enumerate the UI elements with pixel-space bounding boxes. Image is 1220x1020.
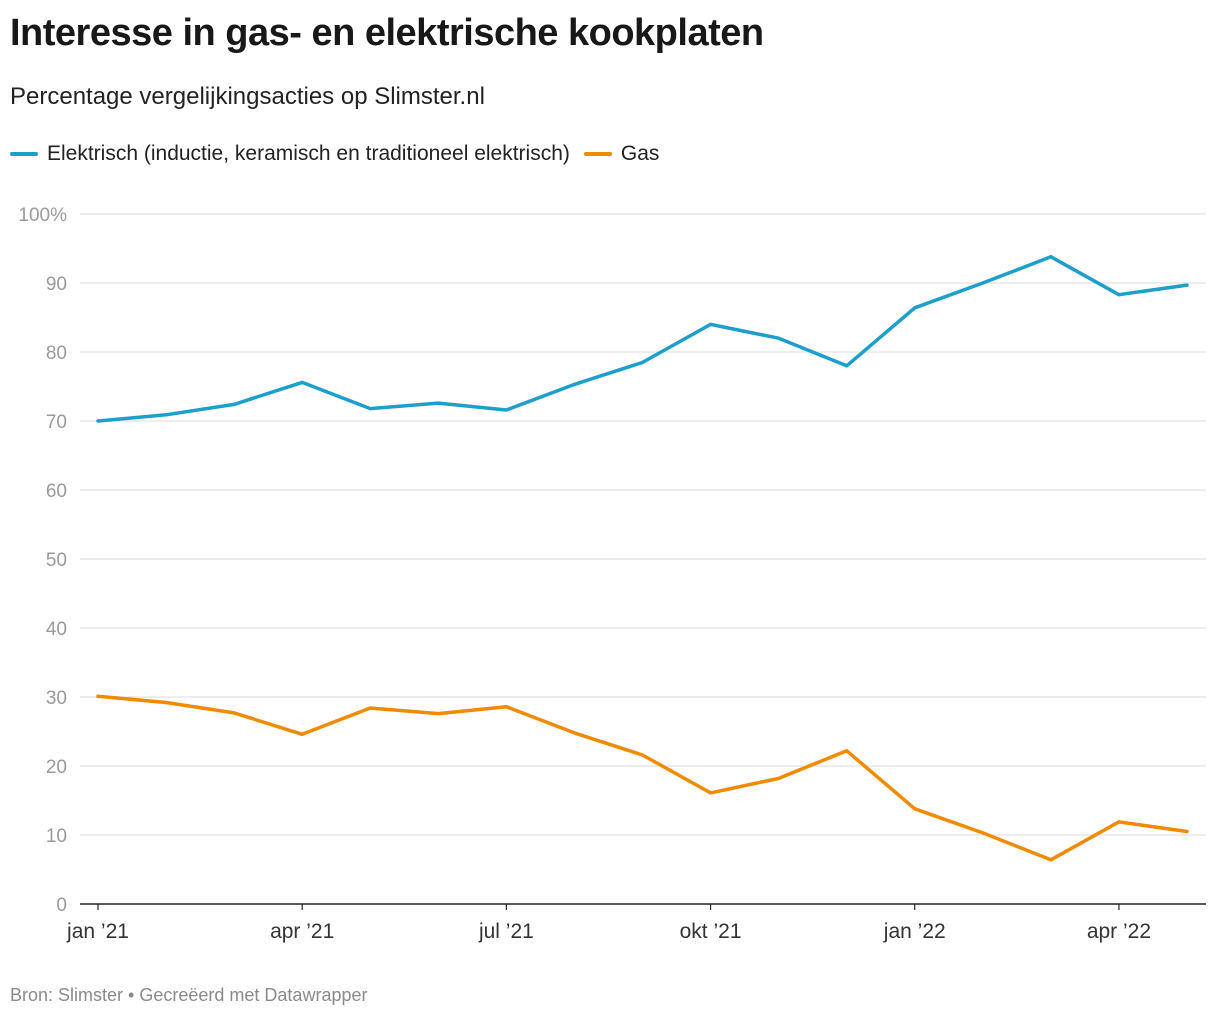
data-point-gas [436,711,440,716]
y-tick-label: 60 [46,481,67,502]
legend-swatch-elektrisch [10,152,38,156]
data-point-elektrisch [436,401,440,405]
data-point-gas [708,791,713,795]
series-line-elektrisch [96,255,1189,423]
series-lines [96,255,1189,862]
data-point-elektrisch [913,306,917,310]
x-tick-label: apr ’22 [1087,920,1151,943]
data-point-gas [1185,829,1189,834]
x-tick-label: jan ’21 [66,920,129,943]
data-point-gas [845,749,849,753]
data-point-elektrisch [504,408,508,412]
data-point-gas [300,732,304,736]
data-point-gas [913,807,917,811]
y-tick-label: 80 [46,343,67,364]
footer-source: Bron: Slimster [10,985,124,1005]
x-tick-label: okt ’21 [680,920,742,943]
x-tick-label: jan ’22 [883,920,946,943]
footer-credit: Gecreëerd met Datawrapper [139,985,368,1005]
chart-subtitle: Percentage vergelijkingsacties op Slimst… [10,83,485,110]
y-tick-label: 90 [46,274,67,295]
footer: Bron: Slimster • Gecreëerd met Datawrapp… [10,985,367,1006]
data-point-elektrisch [96,419,100,423]
data-point-elektrisch [981,281,985,285]
legend-item-gas: Gas [583,142,660,166]
legend: Elektrisch (inductie, keramisch en tradi… [10,142,673,166]
footer-separator: • [128,985,135,1005]
legend-label-elektrisch: Elektrisch (inductie, keramisch en tradi… [47,142,570,165]
data-point-elektrisch [777,336,781,340]
x-tick-label: jul ’21 [478,920,534,943]
data-point-elektrisch [640,360,645,364]
y-tick-label: 20 [46,757,67,778]
data-point-gas [572,731,577,735]
data-point-gas [981,831,985,835]
data-point-gas [777,776,781,781]
y-tick-label: 70 [46,412,67,433]
legend-label-gas: Gas [620,142,660,165]
data-point-gas [232,711,236,715]
data-point-elektrisch [368,406,372,411]
y-tick-label: 0 [56,895,67,916]
y-tick-label: 100% [18,205,67,226]
data-point-elektrisch [1049,255,1053,259]
y-tick-label: 10 [46,826,67,847]
data-point-elektrisch [164,413,168,417]
data-point-gas [1117,820,1121,824]
line-chart: 0 10 20 30 40 50 60 70 80 90 100% jan ’21 apr ’21 jul… [18,205,1206,943]
data-point-elektrisch [708,322,713,326]
y-tick-label: 50 [46,550,67,571]
data-point-elektrisch [845,364,849,368]
data-point-gas [504,705,508,709]
data-point-gas [96,694,100,698]
chart-title: Interesse in gas- en elektrische kookpla… [10,12,764,54]
data-point-elektrisch [1185,283,1189,287]
data-point-elektrisch [1117,293,1121,297]
data-point-gas [164,700,168,705]
y-tick-label: 40 [46,619,67,640]
x-tick-label: apr ’21 [270,920,334,943]
data-point-gas [368,706,372,710]
data-point-gas [640,753,645,757]
data-point-gas [1049,858,1053,862]
gridlines [80,213,1206,836]
data-point-elektrisch [232,402,236,407]
data-point-elektrisch [572,382,577,387]
y-tick-label: 30 [46,688,67,709]
legend-item-elektrisch: Elektrisch (inductie, keramisch en tradi… [10,142,570,166]
data-point-elektrisch [300,380,304,384]
axes: 0 10 20 30 40 50 60 70 80 90 100% jan ’21 apr ’21 jul… [18,205,1206,943]
legend-swatch-gas [583,152,612,156]
